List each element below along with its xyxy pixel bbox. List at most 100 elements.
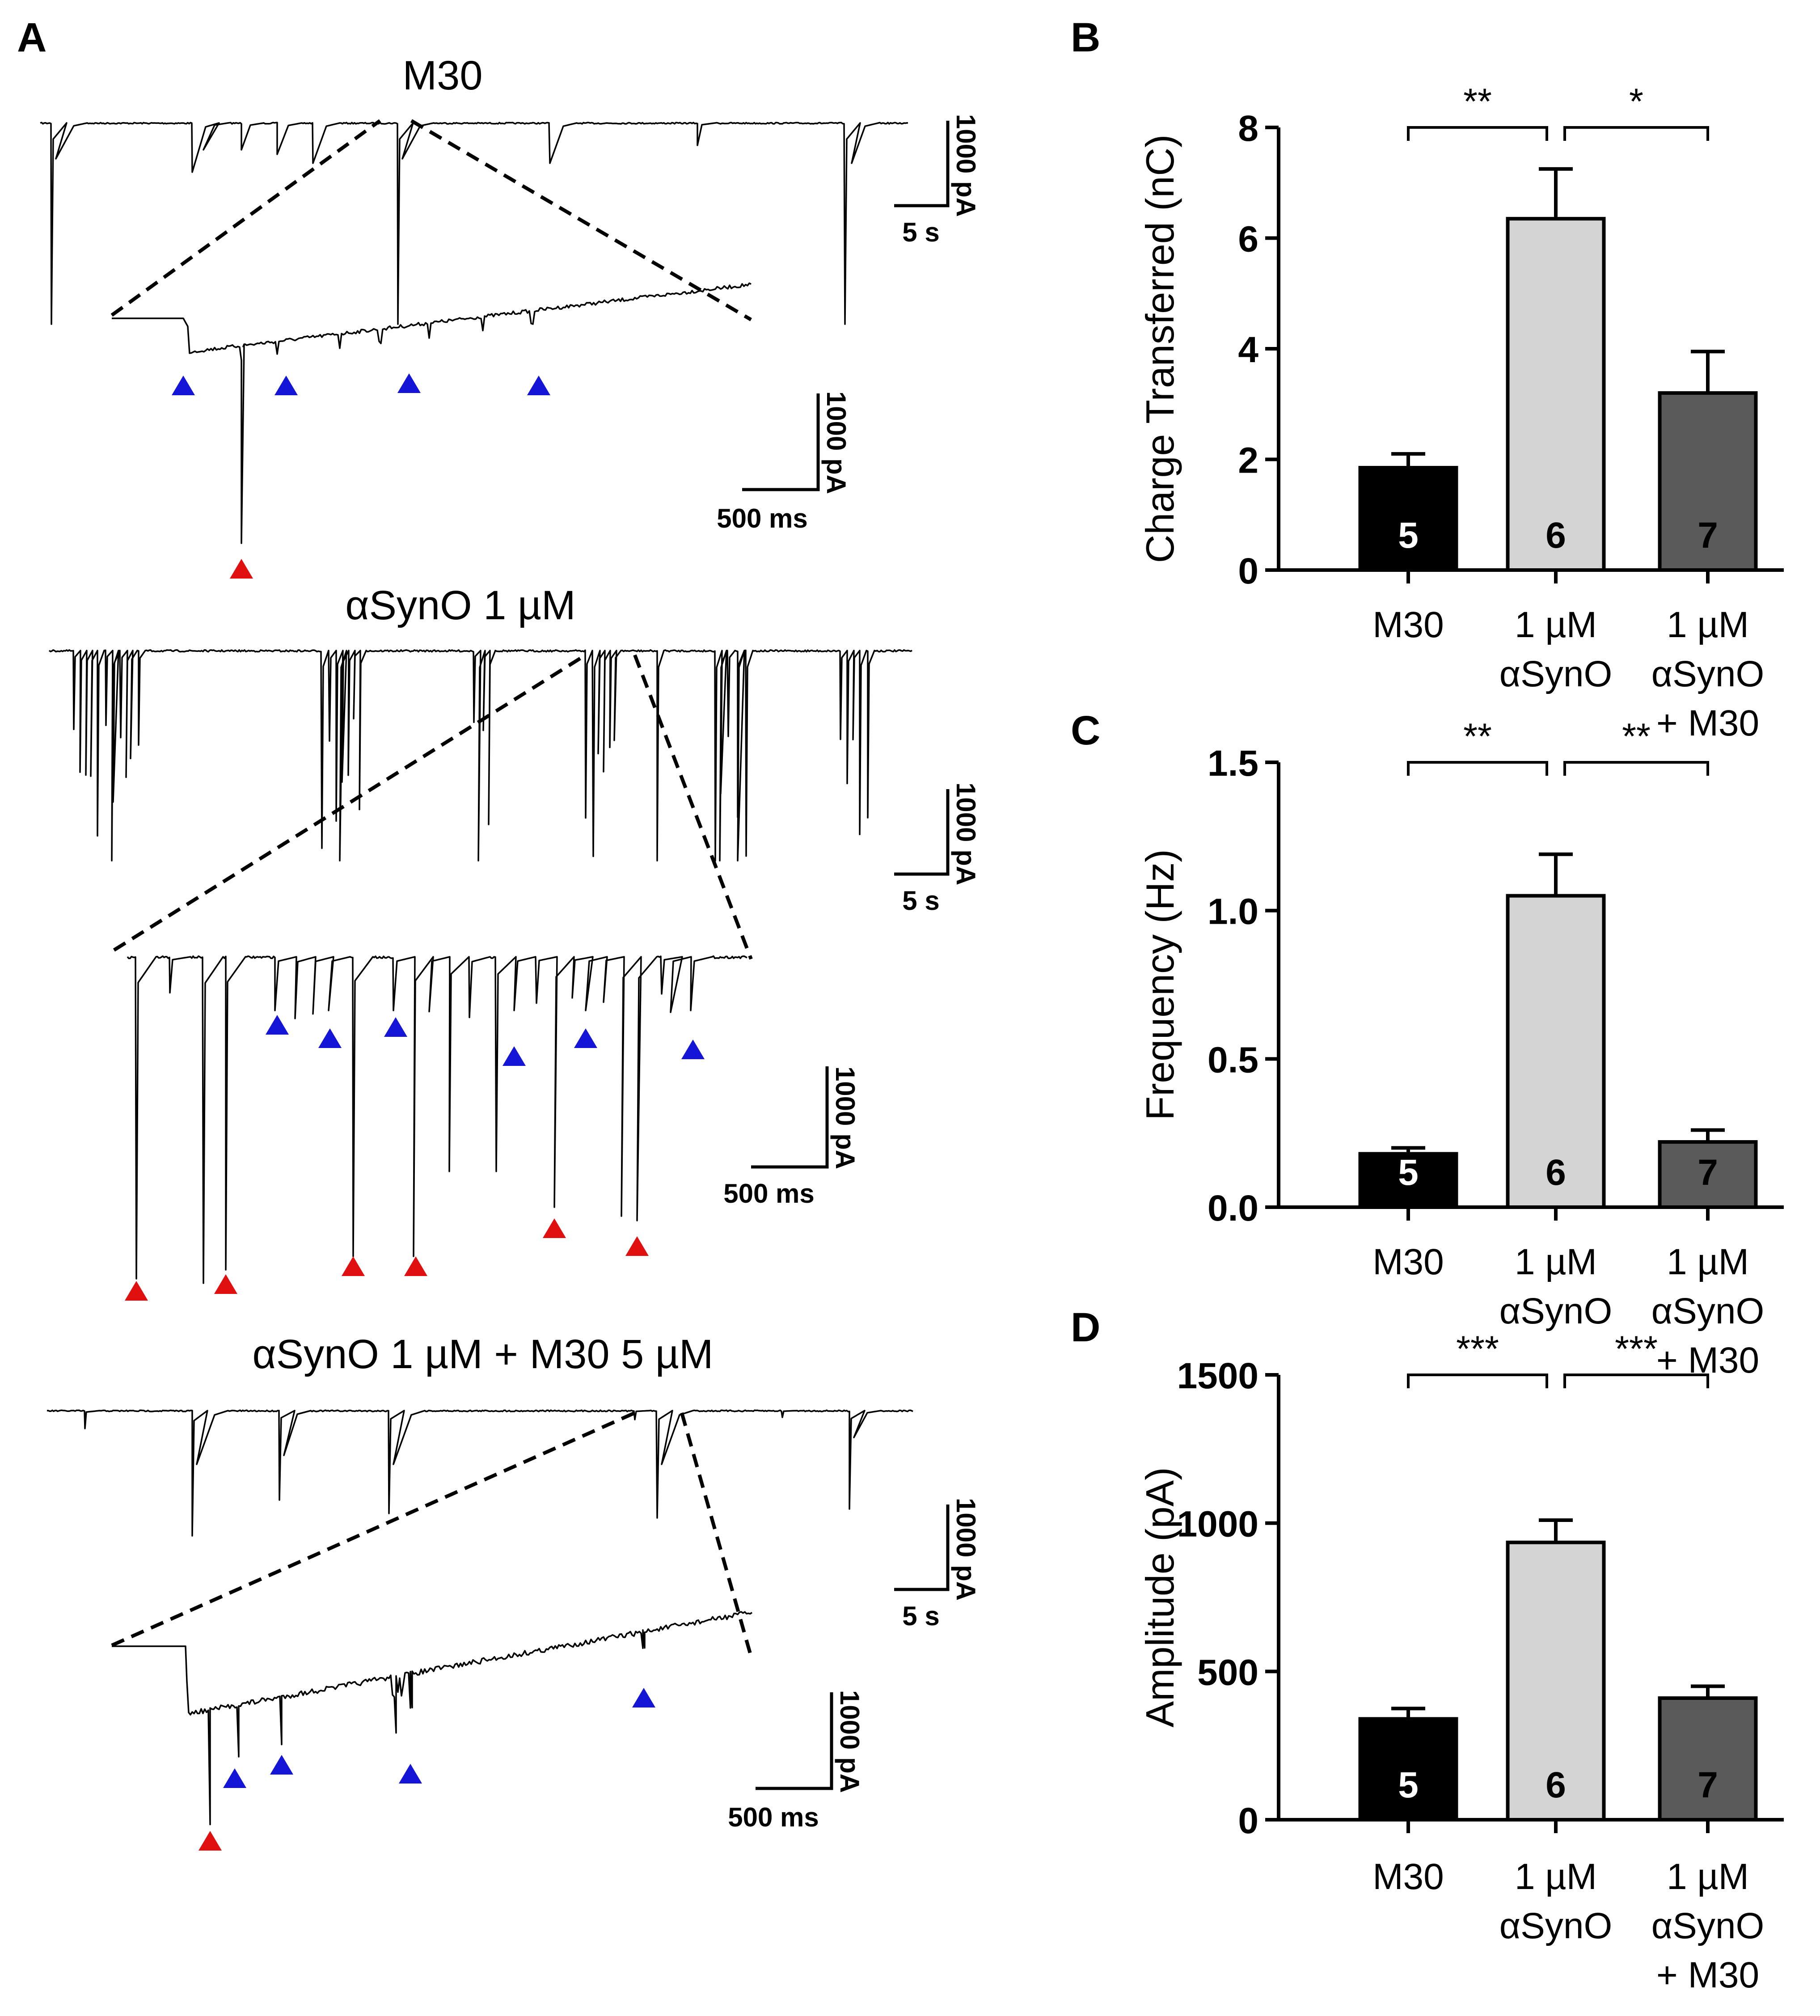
zoom-line-m30-right <box>410 119 752 321</box>
bar-2-0 <box>1358 1717 1458 1822</box>
marker-red-asyno-5 <box>543 1218 566 1238</box>
n-label-2-2: 7 <box>1698 1765 1718 1805</box>
marker-red-asyno-3 <box>342 1256 365 1276</box>
category-label-2-2-2: + M30 <box>1656 1955 1759 1995</box>
category-label-0-2-2: + M30 <box>1656 703 1759 744</box>
trace-combo-long <box>47 1409 913 1537</box>
marker-red-m30-1 <box>230 559 253 579</box>
category-label-0-1-0: 1 µM <box>1515 604 1597 645</box>
bar-0-2 <box>1658 391 1758 572</box>
scale-time-short-2: 500 ms <box>723 1179 815 1209</box>
scale-current-long-3: 1000 pA <box>951 1498 981 1601</box>
n-label-0-2: 7 <box>1698 515 1718 556</box>
category-label-1-2-0: 1 µM <box>1667 1242 1749 1282</box>
trace-group <box>40 119 913 1851</box>
panel-label-d: D <box>1071 1305 1100 1350</box>
trace-asyno-long <box>48 649 912 862</box>
chart-1: 0.0 0.5 1.0 1.5 Frequency (Hz) 5 M30 6 1 µM αSynO… <box>1138 716 1784 1381</box>
bar-2-1 <box>1506 1540 1606 1822</box>
y-tick-label-1-3: 1.5 <box>1208 743 1258 784</box>
marker-red-combo-1 <box>198 1831 222 1851</box>
n-label-1-2: 7 <box>1698 1152 1718 1193</box>
scale-bar-long-1 <box>894 121 950 207</box>
y-tick-label-1-0: 0.0 <box>1208 1188 1258 1229</box>
trace-m30-zoom <box>112 282 752 544</box>
y-tick-label-1-1: 0.5 <box>1208 1040 1258 1080</box>
marker-red-asyno-6 <box>625 1236 649 1256</box>
scale-time-short-1: 500 ms <box>717 503 808 533</box>
sig-bracket-2-0 <box>1407 1374 1548 1388</box>
trace-m30-long <box>40 122 908 325</box>
n-label-0-1: 6 <box>1546 515 1566 556</box>
category-label-2-1-1: αSynO <box>1499 1906 1613 1946</box>
sig-label-2-0: *** <box>1456 1329 1499 1369</box>
marker-blue-asyno-5 <box>574 1028 597 1048</box>
marker-red-asyno-4 <box>404 1256 427 1276</box>
category-label-0-0-0: M30 <box>1372 604 1444 645</box>
bar-charts: 0 2 4 6 8 Charge Transferred (nC) 5 M30 6 1 µM αSy… <box>1138 81 1784 1995</box>
bar-1-0 <box>1358 1152 1458 1209</box>
marker-blue-combo-4 <box>632 1688 655 1707</box>
y-tick-label-1-2: 1.0 <box>1208 892 1258 932</box>
sig-label-0-0: ** <box>1463 81 1492 122</box>
scale-current-short-2: 1000 pA <box>830 1066 860 1169</box>
scale-bar-long-2 <box>894 789 950 876</box>
marker-blue-combo-1 <box>223 1768 246 1788</box>
marker-blue-m30-4 <box>527 376 550 395</box>
category-label-0-2-1: αSynO <box>1651 654 1765 694</box>
category-label-1-0-0: M30 <box>1372 1242 1444 1282</box>
chart-2: 0 500 1000 1500 Amplitude (pA) 5 M30 6 1 µM αSynO… <box>1138 1329 1784 1995</box>
y-tick-label-0-4: 8 <box>1238 108 1258 149</box>
scale-bar-long-3 <box>894 1505 950 1591</box>
category-label-0-2-0: 1 µM <box>1667 604 1749 645</box>
category-label-1-1-1: αSynO <box>1499 1291 1613 1331</box>
n-label-2-0: 5 <box>1398 1765 1419 1805</box>
panel-label-a: A <box>17 15 46 60</box>
marker-blue-asyno-4 <box>503 1046 526 1066</box>
zoom-line-asyno-left <box>113 653 587 952</box>
sig-bracket-0-0 <box>1407 126 1548 141</box>
sig-label-1-1: ** <box>1622 716 1651 757</box>
sig-bracket-1-1 <box>1563 761 1709 776</box>
y-tick-label-2-1: 500 <box>1197 1652 1258 1693</box>
y-tick-label-0-0: 0 <box>1238 551 1258 592</box>
scale-current-short-1: 1000 pA <box>821 391 851 494</box>
scale-bar-short-1 <box>742 393 820 491</box>
y-tick-label-2-2: 1000 <box>1177 1504 1258 1545</box>
scale-time-short-3: 500 ms <box>728 1802 819 1832</box>
bar-1-2 <box>1658 1140 1758 1209</box>
bar-0-1 <box>1506 217 1606 572</box>
sig-label-0-1: * <box>1629 81 1643 122</box>
y-tick-label-0-1: 2 <box>1238 440 1258 481</box>
scale-current-long-1: 1000 pA <box>951 114 981 217</box>
marker-blue-m30-2 <box>274 376 298 395</box>
scale-time-long-1: 5 s <box>902 217 939 247</box>
y-tick-label-2-0: 0 <box>1238 1800 1258 1841</box>
scale-current-short-3: 1000 pA <box>835 1690 865 1793</box>
marker-blue-combo-2 <box>270 1755 293 1775</box>
zoom-line-asyno-right <box>633 654 753 960</box>
marker-blue-m30-1 <box>172 376 195 395</box>
panel-label-b: B <box>1071 15 1100 60</box>
n-label-1-0: 5 <box>1398 1152 1419 1193</box>
marker-blue-asyno-3 <box>384 1017 407 1037</box>
category-label-1-1-0: 1 µM <box>1515 1242 1597 1282</box>
sig-label-2-1: *** <box>1615 1329 1658 1369</box>
scale-bar-short-2 <box>751 1066 829 1169</box>
trace-asyno-zoom <box>127 955 747 1284</box>
sig-bracket-1-0 <box>1407 761 1548 776</box>
scale-time-long-3: 5 s <box>902 1601 939 1631</box>
zoom-line-combo-left <box>111 1411 636 1647</box>
marker-blue-asyno-1 <box>266 1015 289 1035</box>
trace-title-asyno: αSynO 1 µM <box>345 583 575 628</box>
n-label-1-1: 6 <box>1546 1152 1566 1193</box>
category-label-2-2-0: 1 µM <box>1667 1856 1749 1897</box>
trace-title-combo: αSynO 1 µM + M30 5 µM <box>253 1331 714 1377</box>
marker-blue-m30-3 <box>397 373 421 393</box>
y-tick-label-0-3: 6 <box>1238 219 1258 260</box>
scale-time-long-2: 5 s <box>902 886 939 916</box>
scale-bar-short-3 <box>756 1692 833 1790</box>
scale-current-long-2: 1000 pA <box>951 782 981 885</box>
y-tick-label-2-3: 1500 <box>1177 1356 1258 1396</box>
marker-blue-asyno-2 <box>318 1028 342 1048</box>
